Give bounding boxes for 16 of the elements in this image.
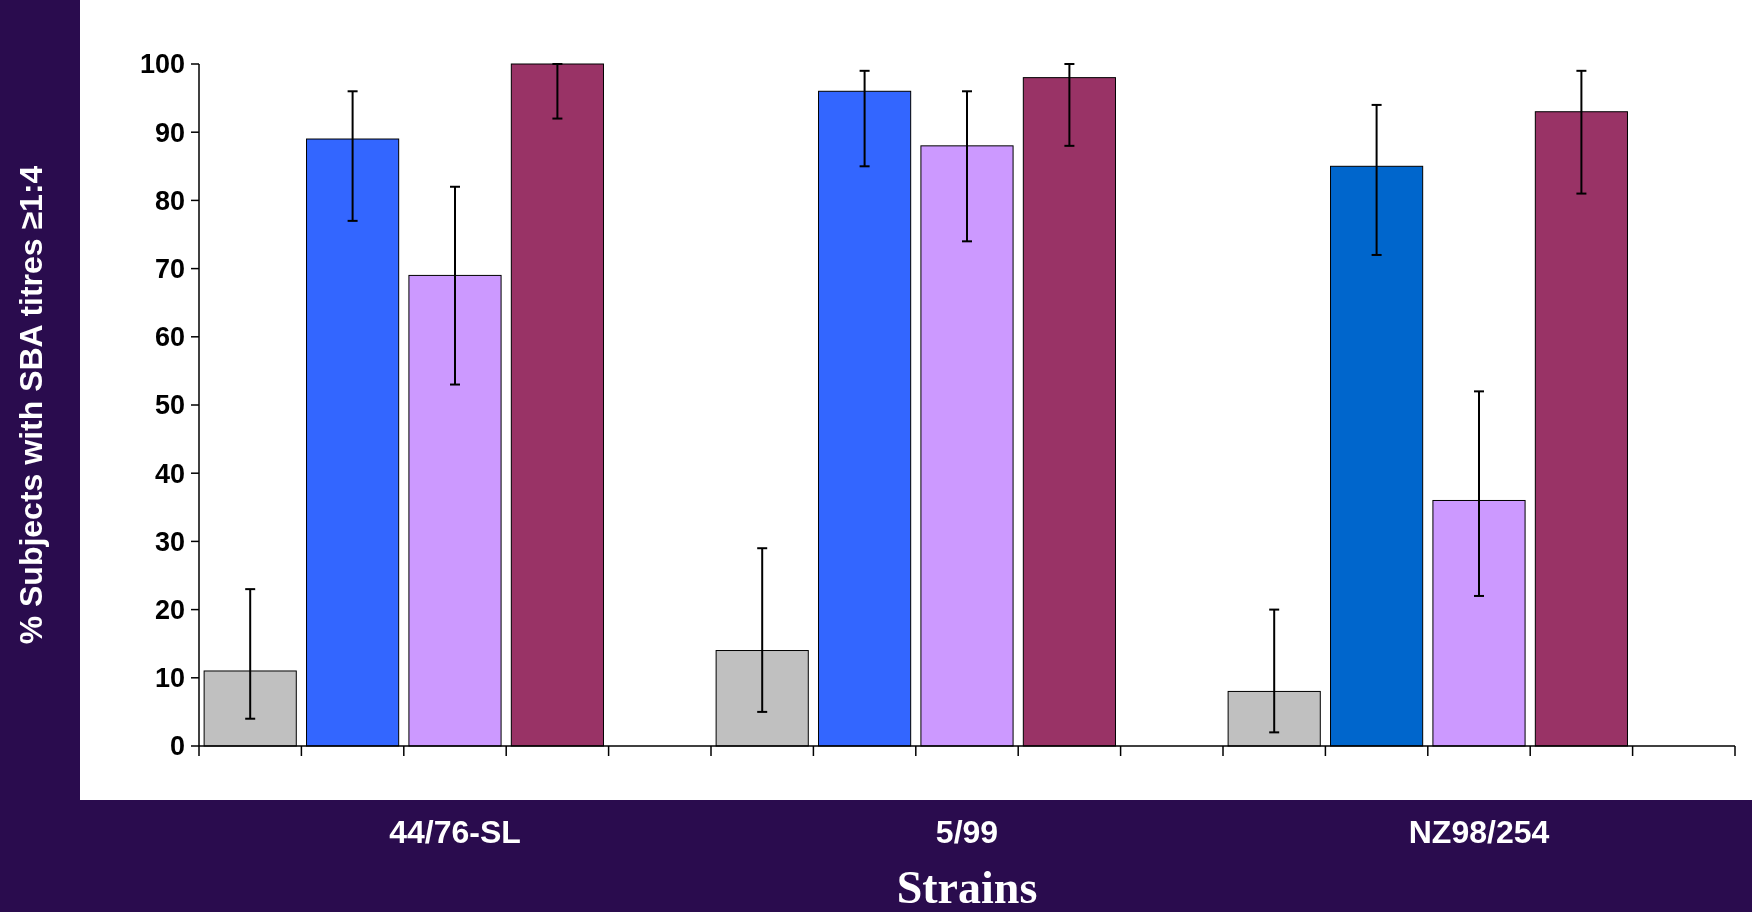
y-tick-label: 100 [139, 49, 185, 80]
x-axis-title: Strains [896, 862, 1038, 912]
x-tick-label: NZ98/254 [1408, 814, 1550, 850]
y-tick-label: 20 [154, 595, 185, 626]
y-tick-label: 30 [154, 526, 185, 557]
y-tick-label: 80 [154, 185, 185, 216]
y-tick-label: 50 [154, 390, 185, 421]
y-tick-label: 10 [154, 663, 185, 694]
y-tick-label: 60 [154, 322, 185, 353]
y-axis-title: % Subjects with SBA titres ≥1:4 [13, 165, 49, 645]
x-tick-label: 5/99 [935, 814, 999, 850]
y-tick-label: 0 [169, 731, 185, 762]
y-tick-label: 90 [154, 117, 185, 148]
y-tick-label: 40 [154, 458, 185, 489]
y-tick-label: 70 [154, 254, 185, 285]
x-tick-label: 44/76-SL [389, 814, 521, 850]
